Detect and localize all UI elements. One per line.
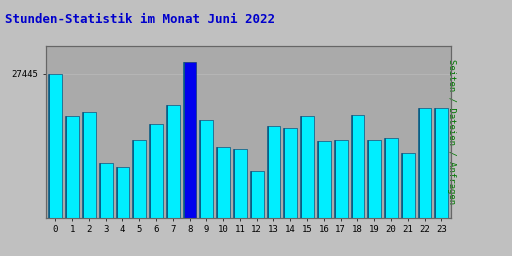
Y-axis label: Seiten / Dateien / Anfragen: Seiten / Dateien / Anfragen <box>447 59 456 204</box>
Bar <box>352 115 365 218</box>
Text: Stunden-Statistik im Monat Juni 2022: Stunden-Statistik im Monat Juni 2022 <box>5 13 275 26</box>
Bar <box>418 109 419 218</box>
Bar <box>301 116 314 218</box>
Bar <box>435 109 448 218</box>
Bar <box>318 141 331 218</box>
Bar <box>117 167 130 218</box>
Bar <box>183 62 184 218</box>
Bar <box>384 138 385 218</box>
Bar <box>234 149 247 218</box>
Bar <box>334 140 335 218</box>
Bar <box>166 104 167 218</box>
Bar <box>402 153 415 218</box>
Bar <box>317 141 318 218</box>
Bar <box>116 167 117 218</box>
Bar <box>150 124 163 218</box>
Bar <box>167 104 180 218</box>
Bar <box>133 140 146 218</box>
Bar <box>250 171 251 218</box>
Bar <box>132 140 133 218</box>
Bar <box>200 120 201 218</box>
Bar <box>385 138 398 218</box>
Bar <box>184 62 197 218</box>
Bar <box>82 112 83 218</box>
Bar <box>335 140 348 218</box>
Bar <box>149 124 150 218</box>
Bar <box>367 140 368 218</box>
Bar <box>251 171 264 218</box>
Bar <box>368 140 381 218</box>
Bar <box>300 116 301 218</box>
Bar <box>99 163 100 218</box>
Bar <box>216 147 217 218</box>
Bar <box>351 115 352 218</box>
Bar <box>284 128 297 218</box>
Bar <box>201 120 213 218</box>
Bar <box>65 116 66 218</box>
Bar <box>83 112 96 218</box>
Bar <box>217 147 230 218</box>
Bar <box>267 126 268 218</box>
Bar <box>66 116 79 218</box>
Bar <box>419 109 432 218</box>
Bar <box>401 153 402 218</box>
Bar <box>49 74 50 218</box>
Bar <box>233 149 234 218</box>
Bar <box>50 74 62 218</box>
Bar <box>100 163 113 218</box>
Bar <box>268 126 281 218</box>
